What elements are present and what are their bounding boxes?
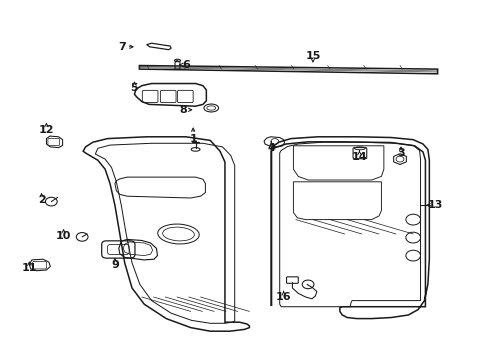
Text: 12: 12 [39, 125, 54, 135]
Text: 14: 14 [351, 152, 366, 162]
Text: 13: 13 [427, 200, 442, 210]
Text: 10: 10 [56, 231, 71, 241]
Text: 5: 5 [130, 83, 138, 93]
Text: 3: 3 [396, 148, 404, 158]
Text: 1: 1 [189, 134, 197, 144]
Text: 16: 16 [275, 292, 291, 302]
Text: 7: 7 [118, 42, 126, 52]
Text: 11: 11 [21, 263, 37, 273]
Text: 2: 2 [38, 195, 45, 205]
Text: 4: 4 [267, 143, 275, 153]
Text: 6: 6 [182, 60, 189, 70]
Text: 15: 15 [305, 51, 320, 61]
Text: 8: 8 [179, 105, 187, 115]
Text: 9: 9 [111, 260, 119, 270]
